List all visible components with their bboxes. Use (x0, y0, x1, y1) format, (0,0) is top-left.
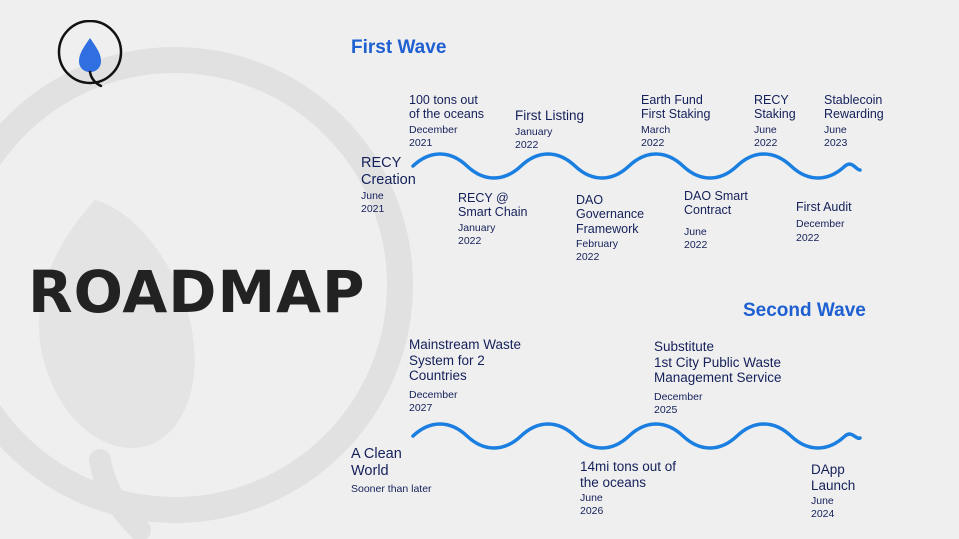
milestone-label: RECY Staking (754, 93, 796, 122)
milestone-dao-governance: DAO Governance Framework February 2022 (576, 193, 644, 264)
milestone-14mi-tons: 14mi tons out of the oceans June 2026 (580, 459, 676, 518)
milestone-date: December 2021 (409, 124, 484, 150)
milestone-label: First Audit (796, 200, 852, 214)
milestone-first-listing: First Listing January 2022 (515, 108, 584, 152)
milestone-label: DApp Launch (811, 462, 855, 493)
milestone-date: January 2022 (515, 126, 584, 152)
milestone-recy-staking: RECY Staking June 2022 (754, 93, 796, 150)
milestone-date: March 2022 (641, 124, 710, 150)
milestone-label: RECY Creation (361, 155, 416, 188)
milestone-date: June 2021 (361, 190, 416, 216)
milestone-date: June 2026 (580, 492, 676, 518)
milestone-date: June 2023 (824, 124, 884, 150)
milestone-date: December 2022 (796, 218, 852, 244)
milestone-label: DAO Governance Framework (576, 193, 644, 236)
milestone-date: December 2027 (409, 389, 521, 415)
milestone-recy-smart-chain: RECY @ Smart Chain January 2022 (458, 191, 527, 248)
milestone-100-tons: 100 tons out of the oceans December 2021 (409, 93, 484, 150)
milestone-dapp-launch: DApp Launch June 2024 (811, 462, 855, 521)
milestone-label: Stablecoin Rewarding (824, 93, 884, 122)
milestone-clean-world: A Clean World Sooner than later (351, 446, 432, 496)
milestone-label: 100 tons out of the oceans (409, 93, 484, 122)
milestone-date: Sooner than later (351, 483, 432, 496)
milestone-label: DAO Smart Contract (684, 189, 748, 218)
milestone-mainstream-waste: Mainstream Waste System for 2 Countries … (409, 337, 521, 415)
milestone-label: Mainstream Waste System for 2 Countries (409, 337, 521, 384)
milestone-label: RECY @ Smart Chain (458, 191, 527, 220)
milestone-dao-smart-contract: DAO Smart Contract June 2022 (684, 189, 748, 252)
milestone-date: February 2022 (576, 238, 644, 264)
milestone-label: 14mi tons out of the oceans (580, 459, 676, 490)
milestone-label: Substitute 1st City Public Waste Managem… (654, 339, 782, 386)
milestone-recy-creation: RECY Creation June 2021 (361, 155, 416, 217)
milestone-date: June 2022 (684, 226, 748, 252)
milestone-date: June 2024 (811, 495, 855, 521)
milestone-label: A Clean World (351, 446, 432, 479)
milestone-date: December 2025 (654, 391, 782, 417)
milestone-date: June 2022 (754, 124, 796, 150)
milestone-label: Earth Fund First Staking (641, 93, 710, 122)
milestone-earth-fund: Earth Fund First Staking March 2022 (641, 93, 710, 150)
first-wave-line (413, 154, 860, 178)
milestone-stablecoin-rewarding: Stablecoin Rewarding June 2023 (824, 93, 884, 150)
milestone-first-audit: First Audit December 2022 (796, 200, 852, 245)
milestone-substitute-city: Substitute 1st City Public Waste Managem… (654, 339, 782, 417)
second-wave-line (413, 424, 860, 448)
milestone-date: January 2022 (458, 222, 527, 248)
milestone-label: First Listing (515, 108, 584, 124)
